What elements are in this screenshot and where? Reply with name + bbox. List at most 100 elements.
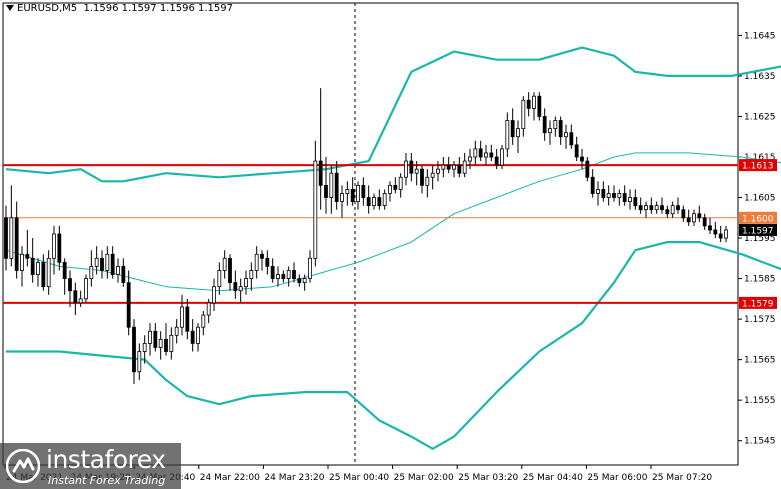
candle-body <box>206 302 211 316</box>
candle-body <box>526 99 531 109</box>
candle-body <box>318 160 323 186</box>
candle-body <box>713 229 718 235</box>
price-line-badge <box>739 159 777 172</box>
candle-body <box>14 217 19 271</box>
candle-body <box>73 290 78 304</box>
y-tick-label: 1.1575 <box>744 315 776 325</box>
candle-body <box>201 314 206 328</box>
candle-body <box>558 120 563 138</box>
candle-body <box>217 270 222 288</box>
candle-body <box>174 326 179 336</box>
price-line-badge <box>739 211 777 224</box>
candle-body <box>340 193 344 202</box>
candle-body <box>265 257 270 267</box>
candle-body <box>372 197 376 207</box>
dropdown-triangle-icon <box>6 5 14 11</box>
candle-body <box>617 193 622 198</box>
candle-body <box>580 156 584 162</box>
candle-body <box>361 184 366 198</box>
candle-body <box>62 261 67 279</box>
candle-body <box>356 184 360 202</box>
candle-body <box>585 160 590 178</box>
candle-body <box>153 330 158 348</box>
candle-body <box>20 253 24 271</box>
y-tick-label: 1.1545 <box>744 437 776 447</box>
candle-body <box>686 217 691 223</box>
candle-body <box>553 120 558 130</box>
x-tick-label: 24 Mar 22:00 <box>200 473 260 483</box>
y-tick-label: 1.1585 <box>744 275 776 285</box>
candle-body <box>393 184 398 190</box>
candle-body <box>100 257 104 271</box>
candle-body <box>430 172 435 178</box>
candle-body <box>36 261 40 275</box>
candle-body <box>708 225 712 231</box>
candle-body <box>164 338 168 352</box>
candle-body <box>324 184 328 198</box>
watermark-name: instaforex <box>46 445 166 474</box>
y-tick-label: 1.1645 <box>744 31 776 41</box>
candle-body <box>94 257 99 267</box>
candle-body <box>398 176 403 190</box>
candle-body <box>260 253 264 259</box>
candle-body <box>702 217 707 227</box>
candle-body <box>692 213 696 223</box>
candle-body <box>409 160 414 174</box>
candle-body <box>78 298 83 304</box>
watermark-tagline: Instant Forex Trading <box>48 474 166 487</box>
price-line-badge <box>739 296 777 309</box>
candle-body <box>121 266 126 284</box>
candle-body <box>334 172 339 202</box>
candle-body <box>532 95 536 109</box>
candle-body <box>628 197 632 202</box>
candle-body <box>249 270 254 279</box>
candle-body <box>137 351 142 373</box>
candle-body <box>302 278 307 284</box>
candle-body <box>697 213 702 219</box>
candle-body <box>414 168 419 174</box>
ohlc-readout: 1.1596 1.1597 1.1596 1.1597 <box>83 3 233 14</box>
plot-frame <box>2 2 739 466</box>
candle-body <box>281 274 286 279</box>
candle-body <box>52 233 56 259</box>
candle-body <box>329 172 334 198</box>
candle-body <box>574 144 579 158</box>
candle-body <box>286 270 291 279</box>
y-tick-label: 1.1615 <box>744 153 776 163</box>
x-tick-label: 25 Mar 00:40 <box>329 473 389 483</box>
candle-body <box>25 253 30 259</box>
candle-body <box>212 286 216 304</box>
candle-body <box>57 233 62 263</box>
candle-body <box>718 233 723 239</box>
candle-body <box>228 257 232 284</box>
candle-body <box>489 152 494 158</box>
candle-body <box>660 205 664 211</box>
candle-body <box>420 168 424 186</box>
x-tick-label: 25 Mar 04:40 <box>523 473 583 483</box>
candle-body <box>233 282 238 292</box>
x-tick-label: 25 Mar 06:00 <box>587 473 647 483</box>
x-tick-label: 25 Mar 07:20 <box>652 473 712 483</box>
candle-body <box>142 343 147 352</box>
candle-body <box>105 253 110 271</box>
candle-body <box>345 189 350 194</box>
bollinger-upper-line <box>5 46 781 183</box>
symbol-label: EURUSD,M5 <box>17 3 78 14</box>
candle-body <box>388 184 392 194</box>
chart-header: EURUSD,M5 1.1596 1.1597 1.1596 1.1597 <box>6 3 233 14</box>
x-tick-label: 25 Mar 03:20 <box>458 473 518 483</box>
candle-body <box>676 205 680 211</box>
candle-body <box>436 168 440 174</box>
y-tick-label: 1.1565 <box>744 356 776 366</box>
candle-body <box>441 164 446 170</box>
candle-body <box>521 99 526 130</box>
candle-body <box>500 148 504 166</box>
candle-body <box>670 205 675 215</box>
candle-body <box>84 278 88 300</box>
candle-body <box>68 278 72 292</box>
candle-body <box>30 257 35 275</box>
y-tick-label: 1.1635 <box>744 72 776 82</box>
price-line-label: 1.1600 <box>742 214 774 224</box>
candle-body <box>548 128 552 134</box>
